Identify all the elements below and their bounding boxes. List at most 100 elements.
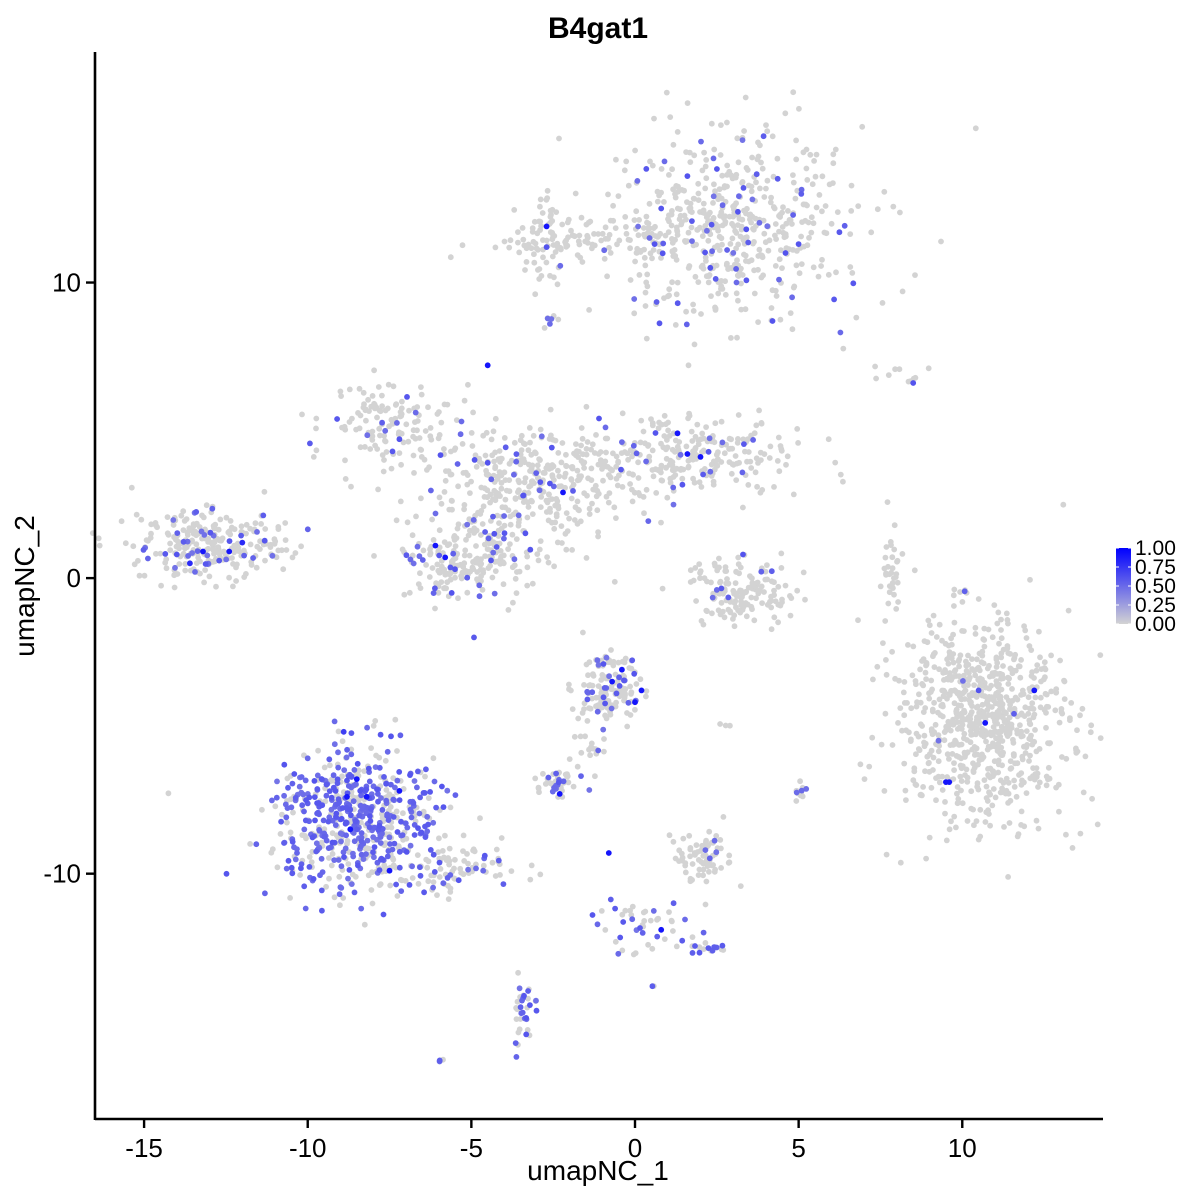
cell-point (971, 682, 977, 688)
cell-point (568, 476, 575, 482)
cell-point (544, 315, 551, 322)
cell-point (469, 443, 476, 449)
cell-point (187, 560, 193, 567)
cell-point (910, 375, 917, 382)
cell-point (1014, 833, 1021, 840)
cell-point (555, 503, 562, 509)
cell-point (803, 165, 810, 172)
cell-point (996, 640, 1002, 647)
cell-point (447, 254, 454, 261)
cell-point (366, 408, 372, 414)
cell-point (605, 499, 612, 506)
cell-point (363, 417, 369, 424)
cell-point (393, 517, 400, 524)
cell-point (1018, 728, 1025, 735)
cell-point (596, 415, 602, 422)
cell-point (800, 569, 807, 576)
cell-point (928, 726, 935, 732)
cell-point (764, 128, 771, 135)
cell-point (749, 196, 756, 203)
cell-point (417, 864, 423, 871)
cell-point (716, 564, 722, 571)
cell-point (419, 557, 426, 563)
cell-point (482, 529, 488, 535)
cell-point (590, 672, 597, 679)
cell-point (883, 671, 890, 678)
cell-point (1061, 696, 1068, 702)
cell-point (702, 901, 709, 908)
cell-point (389, 448, 396, 455)
cell-point (326, 756, 333, 763)
cell-point (595, 662, 602, 668)
cell-point (383, 797, 390, 804)
cell-point (950, 716, 956, 723)
cell-point (566, 681, 572, 688)
cell-point (397, 732, 404, 739)
cell-point (382, 757, 389, 764)
cell-point (96, 542, 103, 549)
cell-point (421, 889, 427, 896)
cell-point (899, 727, 905, 734)
cell-point (600, 694, 607, 701)
cell-point (488, 436, 495, 443)
cell-point (629, 498, 636, 505)
cell-point (594, 657, 601, 664)
cell-point (202, 567, 209, 573)
cell-point (951, 619, 958, 626)
cell-point (366, 824, 373, 831)
cell-point (776, 228, 782, 235)
cell-point (374, 414, 380, 421)
cell-point (461, 506, 467, 513)
cell-point (367, 446, 374, 452)
cell-point (687, 159, 694, 166)
cell-point (566, 756, 573, 762)
cell-point (1027, 736, 1034, 743)
cell-point (1043, 724, 1049, 731)
cell-point (968, 788, 975, 795)
cell-point (710, 862, 716, 868)
cell-point (642, 303, 649, 309)
cell-point (554, 281, 561, 288)
cell-point (371, 854, 377, 861)
cell-point (790, 179, 797, 186)
cell-point (706, 828, 713, 835)
cell-point (182, 561, 189, 567)
cell-point (681, 187, 687, 194)
cell-point (643, 458, 649, 465)
cell-point (1037, 704, 1044, 711)
cell-point (703, 424, 709, 430)
cell-point (360, 389, 367, 396)
cell-point (670, 838, 677, 845)
cell-point (897, 705, 904, 711)
cell-point (970, 767, 977, 774)
cell-point (588, 446, 594, 453)
cell-point (692, 450, 698, 457)
cell-point (364, 432, 371, 439)
cell-point (889, 648, 895, 655)
cell-point (637, 676, 644, 683)
cell-point (411, 778, 418, 784)
cell-point (812, 173, 819, 180)
cell-point (1005, 650, 1012, 656)
cell-point (437, 569, 443, 576)
cell-point (680, 835, 687, 842)
cell-point (382, 437, 388, 444)
cell-point (180, 508, 187, 515)
cell-point (693, 842, 700, 848)
cell-point (768, 194, 774, 201)
cell-point (901, 679, 908, 685)
cell-point (928, 630, 935, 636)
cell-point (345, 861, 352, 867)
cell-point (536, 487, 543, 494)
cell-point (980, 660, 987, 667)
cell-point (436, 874, 443, 880)
cell-point (733, 266, 739, 272)
cell-point (879, 300, 886, 306)
cell-point (532, 240, 539, 247)
cell-point (566, 515, 572, 522)
cell-point (561, 473, 568, 480)
cell-point (715, 227, 721, 234)
cell-point (690, 577, 697, 584)
cell-point (702, 847, 709, 853)
cell-point (302, 817, 309, 824)
